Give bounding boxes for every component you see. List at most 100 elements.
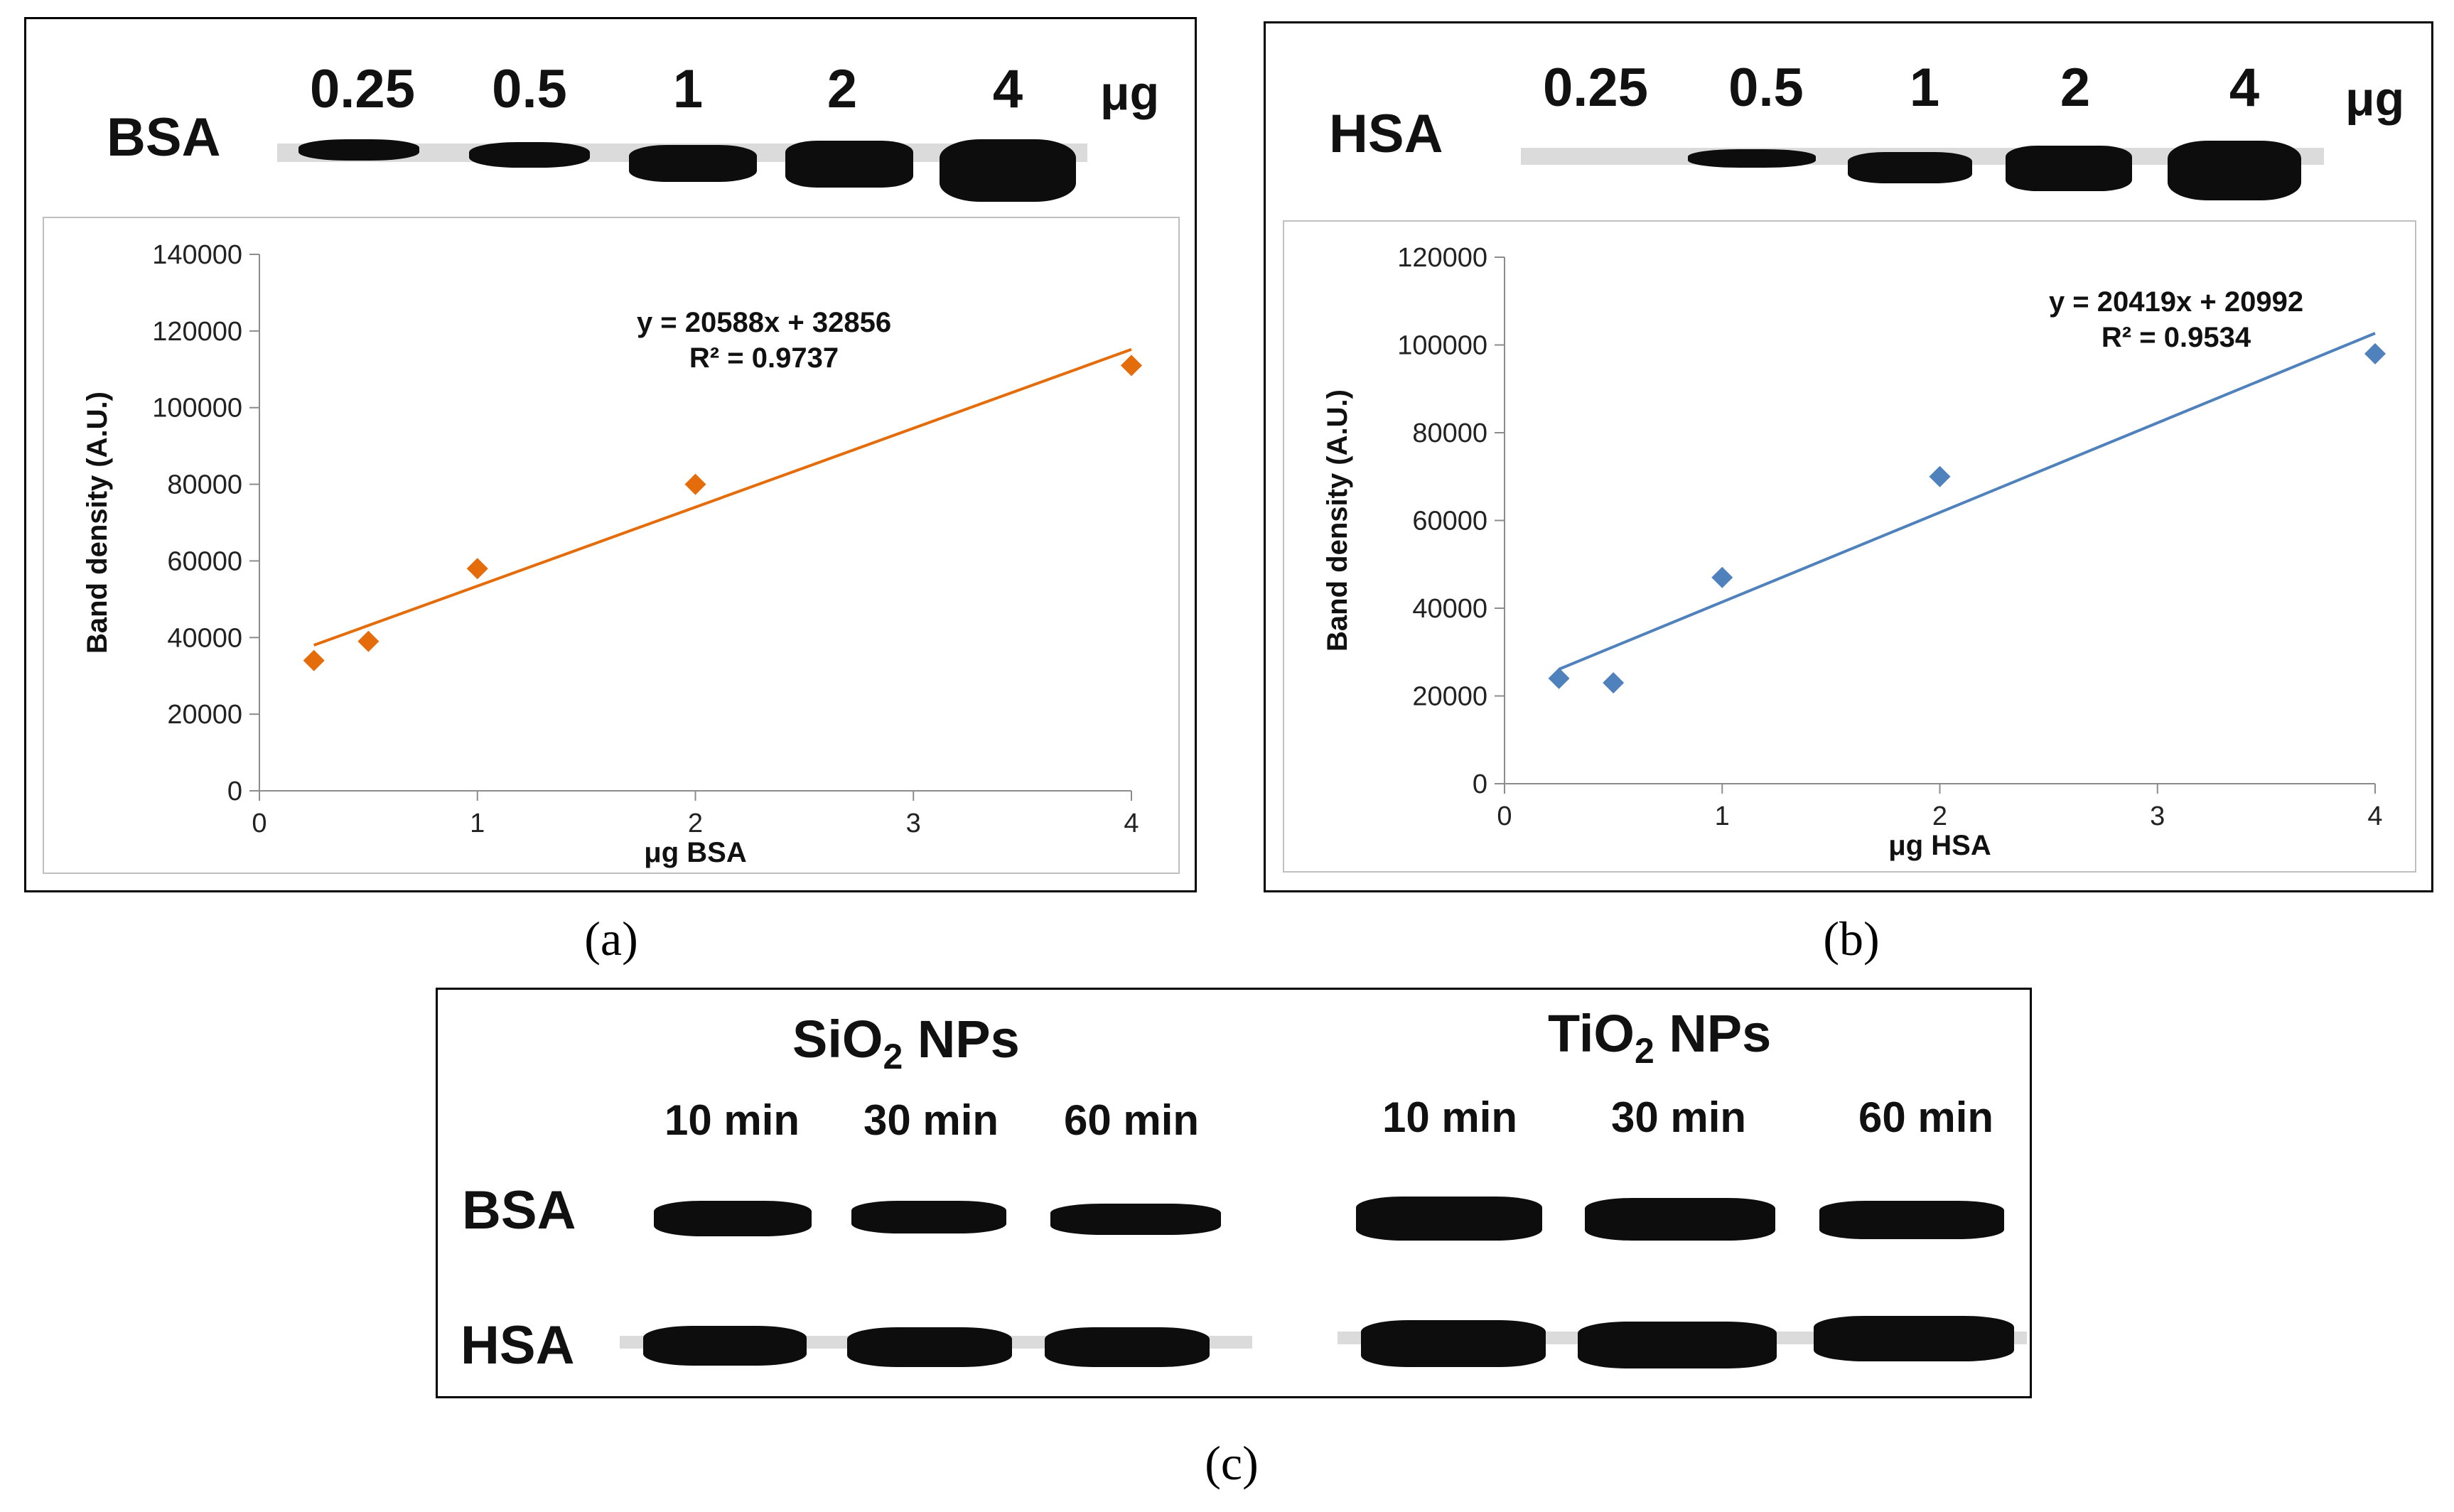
panel-c-band-bsa <box>1356 1197 1542 1241</box>
trendline <box>1558 332 2376 671</box>
trendline-equation: y = 20588x + 32856 <box>637 307 891 338</box>
y-tick-label: 80000 <box>1412 418 1487 448</box>
panel-b-band <box>1848 152 1972 183</box>
sio2-title-subscript: 2 <box>883 1036 903 1076</box>
panel-c-band-hsa <box>1045 1327 1210 1367</box>
y-tick-label: 60000 <box>167 546 242 576</box>
y-tick-label: 100000 <box>152 394 242 423</box>
panel-b-lane-label: 4 <box>2229 58 2260 118</box>
trendline <box>313 347 1132 647</box>
trendline-r-squared: R² = 0.9737 <box>689 342 839 374</box>
panel-c-band-hsa <box>1814 1316 2014 1361</box>
panel-a-band <box>629 145 757 182</box>
panel-c-row-label-bsa: BSA <box>462 1180 576 1241</box>
panel-a-band <box>785 141 913 188</box>
panel-b-gel-protein-label: HSA <box>1329 104 1443 164</box>
panel-b-band <box>1688 149 1816 168</box>
x-tick-label: 1 <box>1715 801 1730 831</box>
x-tick-label: 4 <box>2367 801 2382 831</box>
panel-a-band <box>298 139 419 161</box>
panel-c-band-hsa <box>1578 1322 1777 1368</box>
data-point-diamond <box>1548 667 1570 689</box>
y-tick-label: 40000 <box>167 623 242 653</box>
trendline-r-squared: R² = 0.9534 <box>2101 322 2251 353</box>
tio2-title-subscript: 2 <box>1634 1030 1654 1071</box>
tio2-time-label: 10 min <box>1382 1094 1518 1141</box>
data-point-diamond <box>1121 355 1142 377</box>
panel-a-lane-label: 1 <box>672 59 704 119</box>
data-point-diamond <box>684 473 706 495</box>
y-tick-label: 40000 <box>1412 594 1487 624</box>
x-tick-label: 2 <box>688 809 703 838</box>
data-point-diamond <box>303 649 325 671</box>
y-tick-label: 20000 <box>1412 682 1487 712</box>
y-tick-label: 60000 <box>1412 507 1487 536</box>
panel-a-chart-box <box>43 217 1180 874</box>
panel-b-chart-box <box>1283 220 2416 873</box>
y-tick-label: 100000 <box>1397 331 1487 361</box>
data-point-diamond <box>1929 465 1951 487</box>
panel-b-unit-label: μg <box>2345 72 2405 126</box>
tio2-time-label: 30 min <box>1610 1094 1747 1141</box>
trendline-equation: y = 20419x + 20992 <box>2049 286 2303 318</box>
sio2-title-suffix: NPs <box>903 1010 1020 1069</box>
y-tick-label: 120000 <box>1397 243 1487 273</box>
panel-c-band-bsa <box>851 1201 1006 1233</box>
y-tick-label: 120000 <box>152 317 242 347</box>
panel-c-band-bsa <box>1585 1198 1775 1241</box>
tio2-title-main: TiO <box>1548 1004 1635 1063</box>
panel-b-lane-label: 0.5 <box>1728 58 1804 118</box>
panel-c-band-hsa <box>643 1326 807 1366</box>
panel-c-band-bsa <box>1819 1201 2004 1239</box>
data-point-diamond <box>1603 671 1625 693</box>
panel-c-caption: (c) <box>1205 1436 1259 1490</box>
panel-a-unit-label: μg <box>1100 66 1160 120</box>
panel-c-band-bsa <box>1050 1204 1221 1235</box>
panel-b-chart: 0 20000 40000 60000 80000 100000 120000 0 1 2 3 4 y … <box>1322 243 2386 861</box>
data-point-diamond <box>466 558 488 580</box>
x-tick-label: 0 <box>1497 801 1512 831</box>
y-tick-label: 0 <box>1473 770 1487 799</box>
x-tick-label: 3 <box>2150 801 2165 831</box>
panel-b-lane-label: 0.25 <box>1543 58 1648 118</box>
data-point-diamond <box>357 630 380 652</box>
x-tick-label: 4 <box>1124 809 1139 838</box>
x-tick-label: 2 <box>1932 801 1947 831</box>
panel-a-gel-protein-label: BSA <box>107 107 221 168</box>
y-axis-title: Band density (A.U.) <box>82 392 113 654</box>
y-tick-label: 80000 <box>167 470 242 500</box>
panel-a-band <box>940 139 1076 202</box>
sio2-title-main: SiO <box>792 1010 883 1069</box>
panel-a-lane-label: 4 <box>992 59 1023 119</box>
panel-a-band <box>469 142 590 168</box>
x-tick-label: 1 <box>470 809 485 838</box>
tio2-title-suffix: NPs <box>1654 1004 1772 1063</box>
x-axis-title: μg BSA <box>644 837 746 868</box>
y-tick-label: 140000 <box>152 240 242 270</box>
tio2-nps-title: TiO2 NPs <box>1548 1003 1771 1071</box>
panel-b-lane-label: 2 <box>2060 58 2091 118</box>
sio2-nps-title: SiO2 NPs <box>792 1009 1020 1077</box>
data-point-diamond <box>1711 566 1733 588</box>
panel-c-band-bsa <box>654 1201 812 1236</box>
panel-c-band-hsa <box>847 1327 1012 1367</box>
panel-a-chart: 0 20000 40000 60000 80000 100000 120000 140000 0… <box>82 240 1142 868</box>
sio2-time-label: 30 min <box>863 1096 999 1144</box>
sio2-time-label: 60 min <box>1063 1096 1200 1144</box>
tio2-time-label: 60 min <box>1858 1094 1994 1141</box>
y-tick-label: 0 <box>227 777 242 806</box>
x-tick-label: 0 <box>252 809 267 838</box>
panel-c-band-hsa <box>1361 1320 1546 1367</box>
data-point-diamond <box>2364 342 2386 364</box>
panel-b-caption: (b) <box>1823 912 1880 966</box>
panel-b-band <box>2168 141 2301 200</box>
y-axis-title: Band density (A.U.) <box>1322 389 1353 652</box>
y-tick-label: 20000 <box>167 700 242 730</box>
x-tick-label: 3 <box>906 809 921 838</box>
panel-a-lane-label: 2 <box>827 59 858 119</box>
sio2-time-label: 10 min <box>664 1096 800 1144</box>
panel-a-lane-label: 0.25 <box>310 59 415 119</box>
panel-a-lane-label: 0.5 <box>492 59 567 119</box>
panel-a-caption: (a) <box>584 912 638 966</box>
panel-b-lane-label: 1 <box>1909 58 1940 118</box>
